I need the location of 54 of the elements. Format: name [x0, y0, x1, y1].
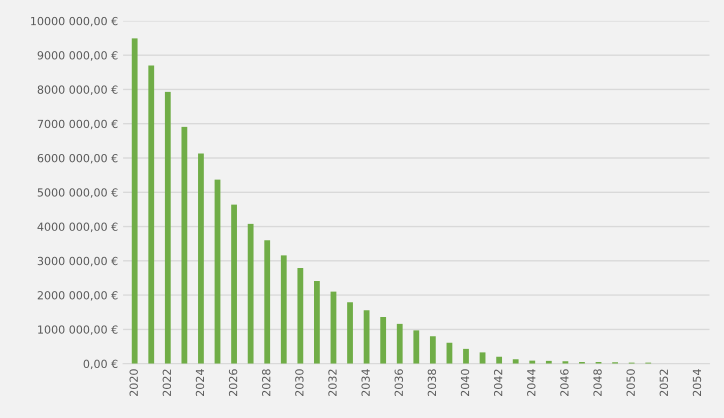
- x-tick-label: 2040: [460, 369, 470, 396]
- bar: [148, 65, 154, 364]
- y-tick-label: 7000 000,00 €: [38, 120, 118, 130]
- bar: [496, 356, 502, 364]
- y-tick-label: 1000 000,00 €: [38, 325, 118, 335]
- bar: [430, 336, 436, 364]
- y-tick-label: 0,00 €: [84, 360, 118, 370]
- bar: [347, 302, 353, 364]
- x-tick-label: 2042: [494, 370, 502, 396]
- bar: [198, 154, 204, 364]
- y-tick-label: 3000 000,00 €: [38, 256, 118, 266]
- x-tick-label: 2024: [196, 369, 204, 396]
- y-tick-label: 6000 000,00 €: [38, 154, 118, 164]
- x-tick-label: 2028: [262, 369, 270, 396]
- x-tick-label: 2032: [328, 370, 337, 396]
- bar: [380, 317, 386, 364]
- bar: [297, 268, 304, 364]
- bar: [264, 240, 270, 364]
- x-tick-label: 2044: [527, 369, 536, 396]
- bar: [364, 310, 370, 364]
- x-tick-label: 2048: [593, 369, 602, 396]
- x-tick-label: 2050: [626, 369, 635, 396]
- y-tick-label: 5000 000,00 €: [38, 188, 118, 198]
- y-tick-label: 4000 000,00 €: [37, 222, 118, 232]
- y-tick-label: 8000 000,00 €: [38, 85, 118, 95]
- bar: [132, 38, 138, 364]
- bar: [512, 359, 519, 364]
- bar: [463, 348, 469, 364]
- bar: [280, 255, 287, 364]
- x-tick-label: 2052: [660, 370, 668, 396]
- y-tick-label: 2000 000,00 €: [38, 291, 118, 301]
- bar: [181, 126, 188, 364]
- bar: [480, 352, 486, 364]
- bar: [529, 360, 536, 364]
- y-tick-label: 10000 000,00 €: [31, 16, 118, 26]
- bar: [164, 92, 171, 364]
- y-tick-label: 9000 000,00 €: [38, 51, 118, 61]
- x-tick-label: 2036: [394, 369, 403, 396]
- bar: [330, 292, 336, 364]
- x-tick-label: 2020: [129, 369, 138, 396]
- bar: [248, 224, 254, 364]
- bar: [446, 342, 452, 364]
- bar: [214, 180, 220, 364]
- x-tick-label: 2026: [228, 369, 238, 396]
- bar: [314, 281, 320, 364]
- x-tick-label: 2046: [560, 369, 569, 396]
- x-tick-label: 2054: [692, 369, 702, 396]
- bar: [413, 330, 420, 364]
- bar: [396, 324, 403, 364]
- x-tick-label: 2038: [428, 369, 436, 396]
- x-tick-label: 2030: [295, 369, 304, 396]
- bar: [231, 204, 237, 364]
- x-tick-label: 2034: [361, 369, 370, 396]
- x-tick-label: 2022: [162, 370, 172, 396]
